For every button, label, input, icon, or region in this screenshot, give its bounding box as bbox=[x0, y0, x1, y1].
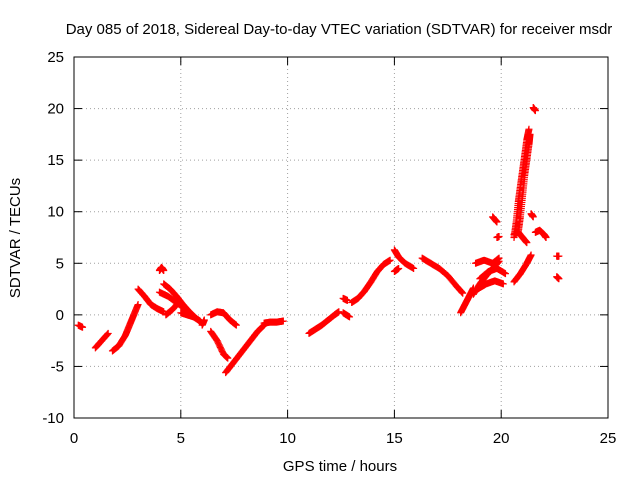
y-tick-label: -10 bbox=[42, 410, 64, 427]
data-point bbox=[335, 308, 343, 316]
data-point bbox=[555, 252, 563, 260]
data-point bbox=[555, 275, 563, 283]
data-point bbox=[499, 280, 507, 288]
data-point bbox=[529, 213, 537, 221]
chart-title: Day 085 of 2018, Sidereal Day-to-day VTE… bbox=[66, 21, 613, 38]
x-tick-label: 5 bbox=[177, 430, 185, 447]
data-point bbox=[232, 321, 240, 329]
data-point bbox=[495, 254, 503, 262]
x-tick-label: 15 bbox=[386, 430, 403, 447]
y-tick-label: 15 bbox=[47, 152, 64, 169]
y-tick-label: 10 bbox=[47, 204, 64, 221]
axis-ticks: 0 5 10 15 20 25 -10 -5 0 5 10 15 20 25 bbox=[42, 49, 616, 447]
data-point bbox=[457, 288, 465, 296]
y-axis-label: SDTVAR / TECUs bbox=[7, 178, 24, 298]
x-tick-label: 0 bbox=[70, 430, 78, 447]
data-point bbox=[224, 354, 232, 362]
data-points bbox=[74, 104, 563, 377]
data-point bbox=[493, 218, 501, 226]
data-point bbox=[103, 331, 111, 339]
y-tick-label: 20 bbox=[47, 101, 64, 118]
y-tick-label: -5 bbox=[51, 358, 64, 375]
x-axis-label: GPS time / hours bbox=[283, 458, 397, 475]
data-point bbox=[395, 264, 403, 272]
x-tick-label: 20 bbox=[493, 430, 510, 447]
data-point bbox=[501, 270, 509, 278]
data-point bbox=[542, 234, 550, 241]
data-point bbox=[79, 323, 87, 331]
x-tick-label: 10 bbox=[279, 430, 296, 447]
data-point bbox=[104, 329, 112, 337]
data-point bbox=[343, 296, 351, 304]
data-point bbox=[386, 256, 394, 264]
y-tick-label: 5 bbox=[56, 255, 64, 272]
data-point bbox=[279, 317, 287, 325]
data-point bbox=[104, 330, 112, 338]
plot-frame bbox=[73, 56, 609, 419]
data-point bbox=[134, 301, 142, 309]
data-point bbox=[526, 130, 534, 138]
data-point bbox=[495, 232, 503, 240]
y-tick-label: 25 bbox=[47, 49, 64, 66]
data-point bbox=[458, 288, 466, 296]
x-tick-label: 25 bbox=[600, 430, 617, 447]
y-tick-label: 0 bbox=[56, 307, 64, 324]
data-point bbox=[459, 289, 467, 297]
data-point bbox=[527, 251, 535, 259]
data-point bbox=[523, 239, 531, 247]
data-point bbox=[346, 313, 354, 321]
data-point bbox=[525, 125, 533, 133]
data-point bbox=[200, 316, 208, 324]
data-point bbox=[410, 264, 418, 272]
grid-lines bbox=[74, 57, 608, 418]
data-point bbox=[160, 267, 168, 275]
data-point bbox=[531, 107, 539, 115]
